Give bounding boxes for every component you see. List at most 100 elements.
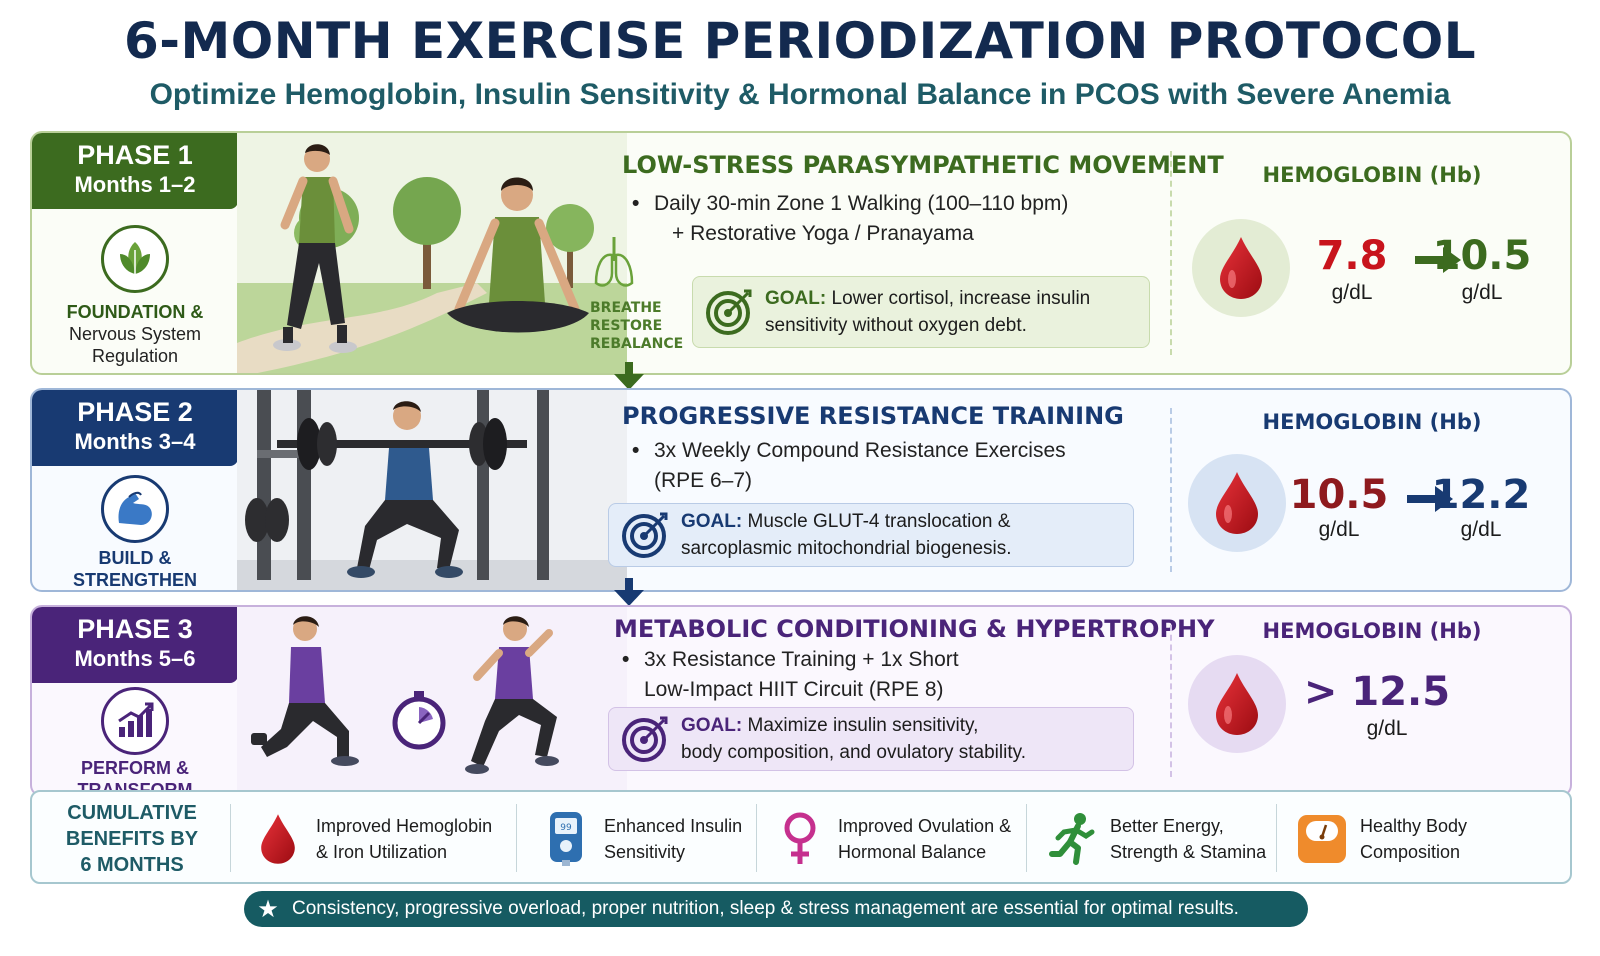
phase-3-tag: PHASE 3 Months 5–6 (32, 607, 238, 683)
cumulative-benefits-panel: CUMULATIVE BENEFITS BY 6 MONTHS Improved… (30, 790, 1572, 884)
squatting-woman-figure (347, 401, 463, 578)
phase-3-goal: GOAL: Maximize insulin sensitivity, body… (608, 707, 1134, 771)
lungs-icon (594, 237, 634, 287)
phase-3-hb-value: > 12.5 (1303, 669, 1451, 715)
phase-1-label-line1: FOUNDATION & (66, 302, 204, 322)
scale-icon (1294, 809, 1350, 869)
benefit-5-line2: Composition (1360, 842, 1461, 862)
benefit-4-line1: Better Energy, (1110, 816, 1224, 836)
stopwatch-icon (392, 691, 446, 750)
squat-barbell-illustration (237, 390, 627, 590)
phase-1-heading: LOW-STRESS PARASYMPATHETIC MOVEMENT (622, 151, 1224, 179)
phase-3-label-line1: PERFORM & (81, 758, 189, 778)
blood-drop-icon (250, 809, 306, 869)
phase-3-months: Months 5–6 (74, 646, 196, 671)
bullet-dot: • (632, 439, 640, 462)
divider (756, 804, 757, 872)
page-subtitle: Optimize Hemoglobin, Insulin Sensitivity… (149, 78, 1451, 111)
phase-2-goal-line1: Muscle GLUT-4 translocation & (747, 511, 1011, 532)
phase-3-goal-line1: Maximize insulin sensitivity, (747, 715, 979, 736)
phase-1-hb-title: HEMOGLOBIN (Hb) (1262, 163, 1482, 187)
bullet-dot: • (622, 648, 630, 671)
arrow-right-icon (1407, 486, 1453, 512)
phase-2-hb-from-unit: g/dL (1318, 518, 1360, 541)
phase-2-goal-text: GOAL: Muscle GLUT-4 translocation & sarc… (675, 508, 1012, 562)
bullet-dot: • (632, 192, 640, 215)
divider (1170, 625, 1172, 777)
footer-text: Consistency, progressive overload, prope… (292, 898, 1239, 919)
phase-1-bullet: • Daily 30-min Zone 1 Walking (100–110 bp… (632, 189, 1068, 249)
phase-1-goal-label: GOAL: (765, 288, 827, 309)
arrow-right-icon (1415, 247, 1461, 273)
phase-2-label-line2: STRENGTHEN (72, 570, 197, 590)
lunging-woman-figure (251, 616, 359, 766)
target-icon (615, 505, 675, 565)
benefit-1-line1: Improved Hemoglobin (316, 816, 493, 836)
benefit-5-line1: Healthy Body (1360, 816, 1468, 836)
phase-2-bullet-line2: (RPE 6–7) (654, 469, 753, 492)
phase-2-heading: PROGRESSIVE RESISTANCE TRAINING (622, 402, 1124, 430)
benefit-2-line2: Sensitivity (604, 842, 686, 862)
restore-word: RESTORE (590, 318, 663, 334)
phase-2-months: Months 3–4 (74, 429, 196, 454)
blood-drop-icon (1188, 655, 1286, 753)
blood-drop-icon (1192, 219, 1290, 317)
phase-1-label-line2: Nervous System Regulation (68, 324, 202, 366)
phase-3-bullet-line2: Low-Impact HIIT Circuit (RPE 8) (644, 678, 944, 701)
target-icon (699, 282, 759, 342)
benefit-item: Improved Hemoglobin & Iron Utilization (250, 802, 492, 876)
glucose-meter-icon: 99 (538, 809, 594, 869)
connector-stem (625, 578, 633, 592)
phase-3-goal-line2: body composition, and ovulatory stabilit… (681, 742, 1026, 763)
phase-2-hb-to: 12.2 (1431, 472, 1531, 518)
phase-3-bullet-line1: 3x Resistance Training + 1x Short (644, 648, 959, 671)
footer-banner: ★ Consistency, progressive overload, pro… (244, 891, 1308, 927)
star-icon: ★ (257, 895, 279, 923)
phase-2-hb-title: HEMOGLOBIN (Hb) (1262, 410, 1482, 434)
target-icon (615, 709, 675, 769)
phase-1-hb-to-unit: g/dL (1461, 281, 1503, 304)
running-person-icon (1044, 809, 1100, 869)
arrow-down-icon (614, 590, 644, 606)
breathe-restore-rebalance: BREATHE RESTORE REBALANCE (590, 233, 683, 353)
phase-3-card: PHASE 3 Months 5–6 PERFORM & TRANSFORM (30, 605, 1572, 797)
phase-2-goal-label: GOAL: (681, 511, 743, 532)
phase-2-goal: GOAL: Muscle GLUT-4 translocation & sarc… (608, 503, 1134, 567)
phase-1-goal-text: GOAL: Lower cortisol, increase insulin s… (759, 285, 1090, 339)
phase-1-goal: GOAL: Lower cortisol, increase insulin s… (692, 276, 1150, 348)
breathe-word: BREATHE (590, 300, 662, 316)
phase-3-bullet: • 3x Resistance Training + 1x Short Low-I… (622, 645, 959, 705)
phase-2-card: PHASE 2 Months 3–4 BUILD & STRENGTHEN (30, 388, 1572, 592)
page-title: 6-MONTH EXERCISE PERIODIZATION PROTOCOL (123, 12, 1477, 70)
connector-stem (625, 362, 633, 376)
benefit-3-line1: Improved Ovulation & (838, 816, 1012, 836)
svg-text:99: 99 (560, 823, 572, 833)
tree-icon (393, 177, 461, 289)
benefit-2-line1: Enhanced Insulin (604, 816, 743, 836)
running-woman-figure (465, 616, 559, 774)
phase-2-label: BUILD & STRENGTHEN (40, 547, 230, 590)
phase-2-title: PHASE 2 (77, 397, 193, 427)
phase-1-goal-line1: Lower cortisol, increase insulin (831, 288, 1091, 309)
phase-1-hb-from-unit: g/dL (1331, 281, 1373, 304)
phase-2-label-line1: BUILD & (98, 548, 172, 568)
benefits-title-line2: BENEFITS BY (65, 828, 199, 850)
benefits-title-line1: CUMULATIVE (67, 802, 197, 824)
lunge-sprint-illustration (237, 607, 627, 795)
phase-1-goal-line2: sensitivity without oxygen debt. (765, 315, 1027, 336)
divider (1170, 408, 1172, 572)
benefit-item: 99 Enhanced Insulin Sensitivity (538, 802, 742, 876)
phase-3-heading: METABOLIC CONDITIONING & HYPERTROPHY (614, 615, 1215, 643)
phase-1-bullet-line1: Daily 30-min Zone 1 Walking (100–110 bpm… (654, 192, 1069, 215)
divider (516, 804, 517, 872)
benefits-title-line3: 6 MONTHS (80, 854, 184, 876)
phase-1-hb-from: 7.8 (1316, 233, 1388, 279)
benefit-4-line2: Strength & Stamina (1110, 842, 1267, 862)
phase-1-months: Months 1–2 (74, 172, 196, 197)
divider (1276, 804, 1277, 872)
meditating-woman-figure (447, 177, 589, 333)
phase-2-bullet: • 3x Weekly Compound Resistance Exercises… (632, 436, 1066, 496)
benefits-title: CUMULATIVE BENEFITS BY 6 MONTHS (52, 800, 212, 878)
phase-2-hb-to-unit: g/dL (1460, 518, 1502, 541)
phase-3-title: PHASE 3 (77, 614, 193, 644)
